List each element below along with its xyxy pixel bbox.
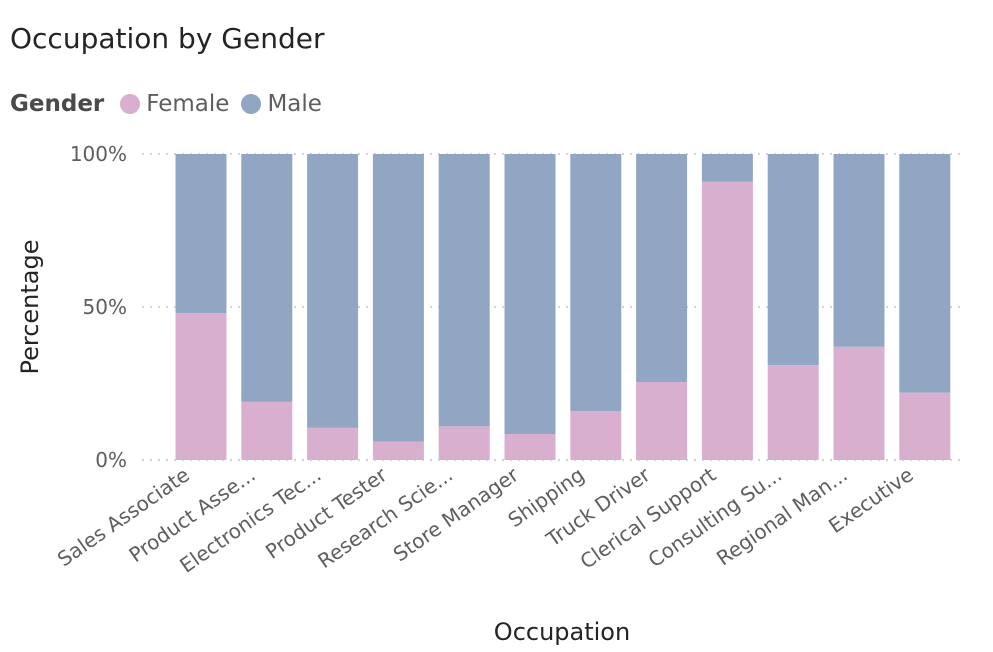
bar-male-1[interactable]	[241, 154, 293, 402]
legend-label-male: Male	[267, 91, 322, 117]
bar-male-10[interactable]	[833, 154, 885, 347]
bars-layer	[175, 154, 951, 461]
legend-marker-male	[241, 94, 262, 114]
bar-female-5[interactable]	[504, 433, 556, 460]
legend-label-female: Female	[146, 91, 230, 117]
bar-male-0[interactable]	[175, 154, 227, 314]
legend-marker-female	[120, 94, 141, 114]
legend: Gender Female Male	[10, 88, 334, 120]
bar-male-3[interactable]	[372, 154, 424, 442]
bar-male-4[interactable]	[438, 154, 490, 427]
bar-female-8[interactable]	[701, 181, 753, 461]
chart-title: Occupation by Gender	[10, 22, 325, 55]
legend-title: Gender	[10, 91, 105, 117]
legend-item-male[interactable]: Male	[241, 91, 322, 117]
legend-item-female[interactable]: Female	[120, 91, 229, 117]
bar-male-9[interactable]	[767, 154, 819, 366]
bar-male-11[interactable]	[899, 154, 951, 393]
bar-female-4[interactable]	[438, 426, 490, 460]
bar-female-0[interactable]	[175, 313, 227, 460]
bar-female-9[interactable]	[767, 365, 819, 460]
y-tick-label: 0%	[95, 448, 127, 472]
bar-male-8[interactable]	[701, 154, 753, 182]
bar-male-6[interactable]	[570, 154, 622, 412]
y-axis-title: Percentage	[16, 239, 44, 374]
bar-female-10[interactable]	[833, 346, 885, 460]
y-tick-label: 100%	[70, 142, 127, 166]
y-tick-label: 50%	[83, 295, 127, 319]
bar-female-6[interactable]	[570, 411, 622, 460]
bar-female-1[interactable]	[241, 401, 293, 460]
bar-female-2[interactable]	[307, 427, 359, 460]
bar-male-5[interactable]	[504, 154, 556, 434]
bar-female-11[interactable]	[899, 392, 951, 460]
y-axis-ticks: 0% 50% 100%	[70, 142, 127, 472]
bar-male-7[interactable]	[636, 154, 688, 382]
x-axis-title: Occupation	[494, 618, 630, 646]
bar-female-7[interactable]	[636, 381, 688, 460]
bar-female-3[interactable]	[372, 441, 424, 460]
bar-male-2[interactable]	[307, 154, 359, 428]
